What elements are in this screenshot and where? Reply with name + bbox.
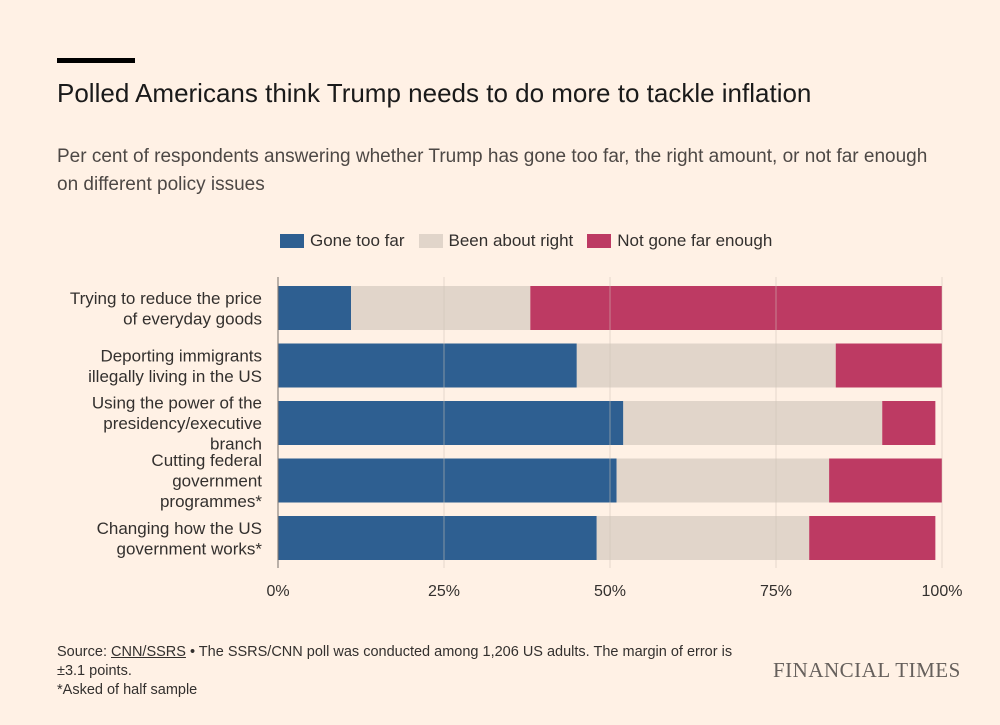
bar-segment: [278, 343, 577, 388]
category-label: Cutting federal: [151, 451, 262, 470]
source-label: Source:: [57, 644, 111, 660]
source-link[interactable]: CNN/SSRS: [111, 644, 186, 660]
category-label: programmes*: [160, 492, 262, 511]
legend-swatch: [587, 234, 612, 248]
bar-segment: [835, 343, 942, 388]
bar-segment: [278, 458, 617, 503]
bar-segment: [882, 401, 936, 445]
category-label: Using the power of the: [92, 394, 262, 413]
footnote: *Asked of half sample: [57, 682, 198, 698]
x-tick-label: 25%: [428, 583, 460, 600]
category-label: government works*: [116, 539, 262, 558]
bar-segment: [616, 458, 830, 503]
bar-segment: [623, 401, 883, 445]
category-label: government: [172, 472, 262, 491]
legend: Gone too far Been about right Not gone f…: [280, 231, 786, 251]
bar-segment: [576, 343, 836, 388]
footer-source: Source: CNN/SSRS • The SSRS/CNN poll was…: [57, 643, 747, 700]
legend-swatch: [280, 234, 304, 248]
legend-label: Gone too far: [310, 231, 405, 250]
bar-segment: [809, 516, 936, 560]
source-text: • The SSRS/CNN poll was conducted among …: [57, 644, 733, 679]
legend-label: Not gone far enough: [617, 231, 773, 250]
title-rule: [57, 58, 135, 63]
x-tick-label: 0%: [266, 583, 289, 600]
x-tick-label: 50%: [594, 583, 626, 600]
category-label: presidency/executive: [103, 414, 262, 433]
legend-label: Been about right: [448, 231, 574, 250]
legend-item-been-about-right: Been about right: [418, 231, 574, 251]
legend-swatch: [418, 234, 443, 248]
bar-segment: [278, 401, 624, 445]
bar-segment: [278, 516, 597, 560]
category-label: Trying to reduce the price: [70, 289, 262, 308]
category-label: branch: [210, 435, 262, 454]
ft-logo: FINANCIAL TIMES: [773, 658, 961, 682]
bar-segment: [530, 286, 942, 330]
bar-segment: [278, 286, 352, 330]
x-tick-label: 75%: [760, 583, 792, 600]
bar-segment: [829, 458, 942, 503]
legend-item-gone-too-far: Gone too far: [280, 231, 405, 251]
chart-subtitle: Per cent of respondents answering whethe…: [57, 146, 928, 195]
category-label: Changing how the US: [97, 519, 262, 538]
bar-segment: [596, 516, 810, 560]
bar-segment: [351, 286, 531, 330]
category-label: illegally living in the US: [88, 367, 262, 386]
chart-title: Polled Americans think Trump needs to do…: [57, 78, 812, 108]
legend-item-not-gone-far-enough: Not gone far enough: [587, 231, 772, 251]
category-label: Deporting immigrants: [100, 346, 262, 365]
x-tick-label: 100%: [922, 583, 963, 600]
category-label: of everyday goods: [123, 309, 262, 328]
